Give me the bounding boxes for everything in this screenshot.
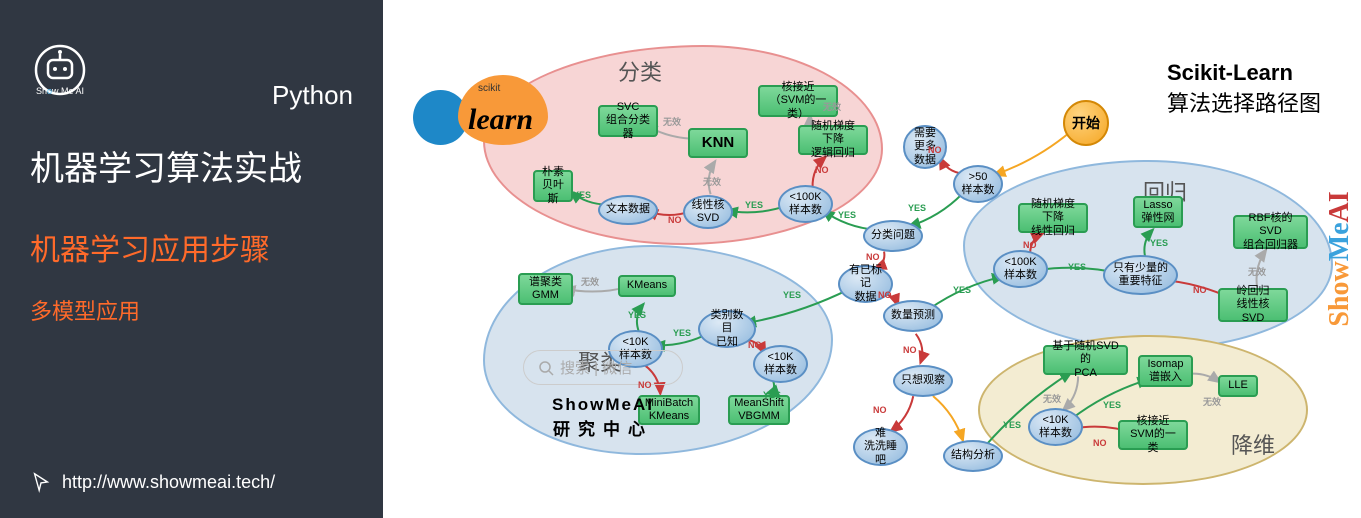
edge-label: NO — [1023, 240, 1037, 250]
scikit-text: learn — [468, 103, 533, 137]
node-kmeans: KMeans — [618, 275, 676, 297]
edge-label: YES — [1103, 400, 1121, 410]
header-right: Scikit-Learn 算法选择路径图 — [1167, 60, 1321, 118]
sk-subtitle: 算法选择路径图 — [1167, 86, 1321, 118]
edge-label: YES — [763, 390, 781, 400]
node-lt10k_cl2: <10K样本数 — [753, 345, 808, 383]
edge-label: YES — [1068, 262, 1086, 272]
title-tag: 多模型应用 — [30, 294, 353, 326]
search-box: 搜索 | 微信 ShowMeAI 研究中心 — [523, 350, 683, 440]
edge-label: NO — [903, 345, 917, 355]
diagram-canvas: 分类 聚类 回归 降维 scikit learn Scikit-Learn 算法… — [383, 0, 1361, 518]
edge-label: NO — [878, 290, 892, 300]
node-fewimp: 只有少量的重要特征 — [1103, 255, 1178, 295]
node-knn: KNN — [688, 128, 748, 158]
edge-label: NO — [668, 215, 682, 225]
node-pca: 基于随机SVD的PCA — [1043, 345, 1128, 375]
node-nb: 朴素贝叶斯 — [533, 170, 573, 202]
edge-label: YES — [838, 210, 856, 220]
url-text: http://www.showmeai.tech/ — [62, 472, 275, 493]
edge-label: YES — [908, 203, 926, 213]
node-ksvmr: 核接近SVM的一类 — [1118, 420, 1188, 450]
sk-title: Scikit-Learn — [1167, 60, 1321, 86]
edge-label: NO — [748, 340, 762, 350]
edge-label: YES — [953, 285, 971, 295]
node-observe: 只想观察 — [893, 365, 953, 397]
edge-label: YES — [1003, 420, 1021, 430]
label-dimred: 降维 — [1231, 428, 1275, 460]
node-start: 开始 — [1063, 100, 1109, 146]
edge-label: 无效 — [703, 175, 721, 188]
node-lt100k_c: <100K样本数 — [778, 185, 833, 223]
node-lle: LLE — [1218, 375, 1258, 397]
edge-label: NO — [815, 165, 829, 175]
search-placeholder: 搜索 | 微信 — [560, 357, 632, 378]
search-icon — [538, 360, 554, 376]
node-classprob: 分类问题 — [863, 220, 923, 252]
edge-label: YES — [1150, 238, 1168, 248]
watermark: ShowMeAI — [1324, 191, 1356, 326]
node-sgdc: 随机梯度下降逻辑回归 — [798, 125, 868, 155]
label-classification: 分类 — [618, 55, 662, 87]
edge-label: YES — [673, 328, 691, 338]
node-spec: 谱聚类GMM — [518, 273, 573, 305]
scikit-logo: scikit learn — [413, 75, 548, 145]
edge-label: YES — [745, 200, 763, 210]
edge-label: 无效 — [1203, 395, 1221, 408]
sidebar: Show Me AI Python 机器学习算法实战 机器学习应用步骤 多模型应… — [0, 0, 383, 518]
node-lt100k_r: <100K样本数 — [993, 250, 1048, 288]
node-sgdr: 随机梯度下降线性回归 — [1018, 203, 1088, 233]
edge-label: YES — [783, 290, 801, 300]
footer-url: http://www.showmeai.tech/ — [30, 471, 275, 493]
edge-label: NO — [928, 145, 942, 155]
search-line1: ShowMeAI — [523, 395, 683, 415]
node-lt10k_d: <10K样本数 — [1028, 408, 1083, 446]
node-rbf: RBF核的SVD组合回归器 — [1233, 215, 1308, 249]
node-struct: 结构分析 — [943, 440, 1003, 472]
edge-label: 无效 — [823, 100, 841, 113]
edge-label: 无效 — [663, 115, 681, 128]
edge-label: NO — [1093, 438, 1107, 448]
node-ridge: 岭回归线性核SVD — [1218, 288, 1288, 322]
search-bar[interactable]: 搜索 | 微信 — [523, 350, 683, 385]
title-sub: 机器学习应用步骤 — [30, 225, 353, 269]
node-predict: 数量预测 — [883, 300, 943, 332]
edge-label: NO — [638, 380, 652, 390]
node-tough: 难洗洗睡吧 — [853, 428, 908, 466]
edge-label: NO — [873, 405, 887, 415]
edge-label: 无效 — [1248, 265, 1266, 278]
node-lasso: Lasso弹性网 — [1133, 196, 1183, 228]
scikit-small: scikit — [478, 83, 500, 94]
edge-label: 无效 — [581, 275, 599, 288]
edge-label: YES — [628, 310, 646, 320]
edge-label: 无效 — [1043, 392, 1061, 405]
python-label: Python — [30, 80, 353, 111]
edge-label: NO — [866, 252, 880, 262]
search-line2: 研究中心 — [523, 415, 683, 440]
node-gt50: >50样本数 — [953, 165, 1003, 203]
edge-label: NO — [1193, 285, 1207, 295]
node-lsvd: 线性核SVD — [683, 195, 733, 229]
node-iso: Isomap谱嵌入 — [1138, 355, 1193, 387]
title-main: 机器学习算法实战 — [30, 141, 353, 190]
cursor-icon — [30, 471, 52, 493]
node-svc: SVC组合分类器 — [598, 105, 658, 137]
node-text: 文本数据 — [598, 195, 658, 225]
edge-label: YES — [573, 190, 591, 200]
